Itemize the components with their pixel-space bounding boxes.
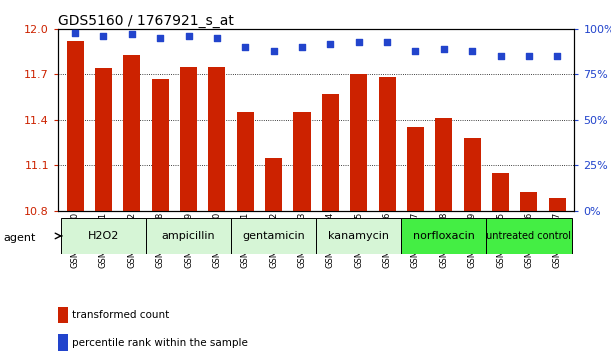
Bar xyxy=(486,218,571,254)
Bar xyxy=(435,118,452,211)
Bar xyxy=(95,68,112,211)
Point xyxy=(496,53,505,59)
Text: transformed count: transformed count xyxy=(72,310,169,320)
Bar xyxy=(407,127,424,211)
Bar xyxy=(549,199,566,211)
Point xyxy=(98,33,108,39)
Text: ampicillin: ampicillin xyxy=(162,231,215,241)
Bar xyxy=(208,67,225,211)
Point xyxy=(155,35,165,41)
Bar xyxy=(350,74,367,211)
Bar xyxy=(152,79,169,211)
Bar xyxy=(61,218,146,254)
Point xyxy=(411,48,420,54)
Bar xyxy=(265,158,282,211)
Bar xyxy=(57,334,68,351)
Point xyxy=(184,33,194,39)
Bar xyxy=(231,218,316,254)
Point xyxy=(212,35,222,41)
Point xyxy=(467,48,477,54)
Bar xyxy=(67,41,84,211)
Point xyxy=(439,46,448,52)
Point xyxy=(354,39,364,45)
Bar xyxy=(180,67,197,211)
Bar xyxy=(293,112,310,211)
Point xyxy=(297,44,307,50)
Point xyxy=(326,41,335,46)
Text: gentamicin: gentamicin xyxy=(243,231,305,241)
Point xyxy=(70,30,80,36)
Point xyxy=(240,44,250,50)
Bar xyxy=(464,138,481,211)
Text: kanamycin: kanamycin xyxy=(328,231,389,241)
Bar xyxy=(322,94,339,211)
Text: GDS5160 / 1767921_s_at: GDS5160 / 1767921_s_at xyxy=(58,14,234,28)
Bar xyxy=(379,77,395,211)
Bar xyxy=(401,218,486,254)
Bar xyxy=(57,307,68,323)
Bar xyxy=(146,218,231,254)
Bar xyxy=(492,173,509,211)
Bar xyxy=(316,218,401,254)
Bar xyxy=(521,192,538,211)
Point xyxy=(524,53,534,59)
Point xyxy=(127,32,137,37)
Bar xyxy=(123,55,141,211)
Text: agent: agent xyxy=(3,233,35,243)
Text: percentile rank within the sample: percentile rank within the sample xyxy=(72,338,248,347)
Text: H2O2: H2O2 xyxy=(88,231,119,241)
Bar xyxy=(236,112,254,211)
Point xyxy=(382,39,392,45)
Point xyxy=(269,48,279,54)
Text: norfloxacin: norfloxacin xyxy=(413,231,475,241)
Text: untreated control: untreated control xyxy=(486,231,571,241)
Point xyxy=(552,53,562,59)
